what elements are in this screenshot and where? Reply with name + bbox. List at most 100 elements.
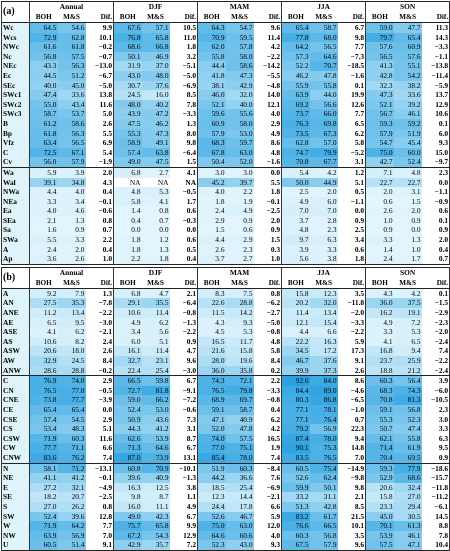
- value-cell: 4.2: [309, 166, 338, 178]
- value-cell: 47.3: [141, 128, 170, 139]
- value-cell: 9.7: [281, 235, 310, 245]
- value-cell: 42.3: [141, 511, 170, 522]
- difference-cell: 2.1: [169, 287, 199, 299]
- value-cell: 72.5: [29, 147, 58, 158]
- value-cell: 3.3: [57, 235, 86, 245]
- difference-cell: 7.2: [169, 540, 199, 551]
- difference-cell: 2.9: [85, 414, 115, 425]
- value-cell: 4.4: [281, 327, 310, 337]
- table-row: CS 53.4 48.3 5.1 44.3 41.2 3.1 52.0 47.8 4.2 79.2 5…: [1, 424, 450, 434]
- row-label: NEc: [1, 61, 30, 71]
- season-header: SON: [365, 1, 450, 12]
- value-cell: 56.8: [309, 530, 338, 541]
- season-header: Annual: [28, 266, 115, 278]
- value-cell: 52.1: [197, 99, 226, 110]
- difference-cell: −6.5: [337, 395, 367, 405]
- value-cell: 5.6: [281, 254, 310, 265]
- value-cell: 37.6: [309, 356, 338, 366]
- value-cell: 87.0: [113, 452, 142, 464]
- difference-cell: −1.1: [421, 51, 450, 62]
- value-cell: 72.9: [29, 32, 58, 43]
- value-cell: 68.0: [309, 32, 338, 43]
- value-cell: 27.5: [29, 298, 58, 309]
- difference-cell: 0.1: [421, 287, 450, 299]
- value-cell: 16.3: [113, 482, 142, 493]
- value-cell: 77.1: [281, 404, 310, 415]
- value-cell: 1.8: [113, 235, 142, 245]
- value-cell: 55.3: [113, 128, 142, 139]
- value-cell: 2.1: [29, 215, 58, 226]
- value-cell: 69.5: [393, 452, 422, 464]
- value-cell: 59.0: [113, 395, 142, 405]
- row-label: Ec: [1, 70, 30, 81]
- value-cell: 67.1: [57, 147, 86, 158]
- value-cell: 4.9: [365, 317, 394, 328]
- difference-cell: 0.4: [85, 187, 115, 197]
- value-cell: 5.5: [29, 235, 58, 245]
- difference-cell: −2.3: [421, 317, 450, 328]
- row-label: U: [1, 540, 30, 551]
- value-cell: 0.9: [393, 215, 422, 226]
- row-label: Ea: [1, 206, 30, 216]
- row-label: NE: [1, 473, 30, 483]
- difference-cell: 0.0: [169, 225, 199, 236]
- value-cell: 7.0: [309, 206, 338, 216]
- difference-cell: 12.9: [421, 99, 450, 110]
- value-cell: 1.8: [113, 244, 142, 255]
- difference-cell: 9.8: [337, 482, 367, 493]
- value-cell: 25.9: [393, 356, 422, 366]
- row-label: ANW: [1, 365, 30, 376]
- value-cell: 47.3: [365, 90, 394, 100]
- difference-cell: −2.0: [337, 308, 367, 318]
- value-cell: 16.8: [365, 346, 394, 356]
- value-cell: 60.9: [197, 118, 226, 129]
- difference-cell: 8.5: [169, 90, 199, 100]
- value-cell: 52.9: [365, 473, 394, 483]
- value-cell: 83.6: [29, 452, 58, 464]
- value-cell: 52.3: [197, 540, 226, 551]
- value-cell: 4.8: [113, 187, 142, 197]
- difference-cell: 13.1: [169, 452, 199, 464]
- value-cell: 77.0: [197, 443, 226, 453]
- value-cell: 22.7: [393, 177, 422, 188]
- row-label: CW: [1, 443, 30, 453]
- row-label: CSE: [1, 414, 30, 425]
- value-cell: 77.7: [29, 443, 58, 453]
- value-cell: 58.6: [225, 61, 254, 71]
- difference-cell: −5.5: [253, 70, 283, 81]
- value-cell: 4.2: [393, 287, 422, 299]
- value-cell: 73.5: [281, 128, 310, 139]
- value-cell: 25.4: [225, 482, 254, 493]
- value-cell: 71.1: [57, 443, 86, 453]
- value-cell: 35.3: [57, 298, 86, 309]
- value-cell: 80.3: [281, 395, 310, 405]
- difference-cell: −10.1: [169, 462, 199, 474]
- value-cell: 47.4: [393, 424, 422, 434]
- value-cell: 41.3: [365, 61, 394, 71]
- difference-cell: −2.2: [337, 327, 367, 337]
- value-cell: 35.7: [141, 540, 170, 551]
- difference-cell: 0.9: [253, 225, 283, 236]
- row-label: AN: [1, 298, 30, 309]
- column-header: Dif.: [421, 277, 450, 289]
- value-cell: 45.2: [197, 177, 226, 188]
- season-header: JJA: [281, 266, 367, 278]
- table-row: SEa 2.1 1.3 0.8 0.4 0.7 −0.3 2.9 0.9 2.0 3.7 2.8 0.9…: [1, 215, 450, 226]
- value-cell: 44.5: [29, 70, 58, 81]
- difference-cell: −14.2: [253, 61, 283, 71]
- value-cell: 57.9: [309, 540, 338, 551]
- value-cell: 55.8: [393, 433, 422, 444]
- difference-cell: 13.7: [421, 90, 450, 100]
- value-cell: 2.0: [393, 206, 422, 216]
- value-cell: 52.6: [197, 511, 226, 522]
- table-row: Cv 56.0 57.9 −1.9 49.0 47.5 1.5 50.4 52.0 −1.6 70.…: [1, 157, 450, 168]
- row-label: Bp: [1, 128, 30, 139]
- value-cell: 17.2: [309, 346, 338, 356]
- value-cell: 4.3: [197, 317, 226, 328]
- value-cell: 17.8: [225, 501, 254, 512]
- value-cell: 57.3: [281, 51, 310, 62]
- value-cell: 3.4: [113, 327, 142, 337]
- difference-cell: 19.9: [337, 90, 367, 100]
- difference-cell: 7.0: [85, 530, 115, 541]
- value-cell: 87.4: [281, 433, 310, 444]
